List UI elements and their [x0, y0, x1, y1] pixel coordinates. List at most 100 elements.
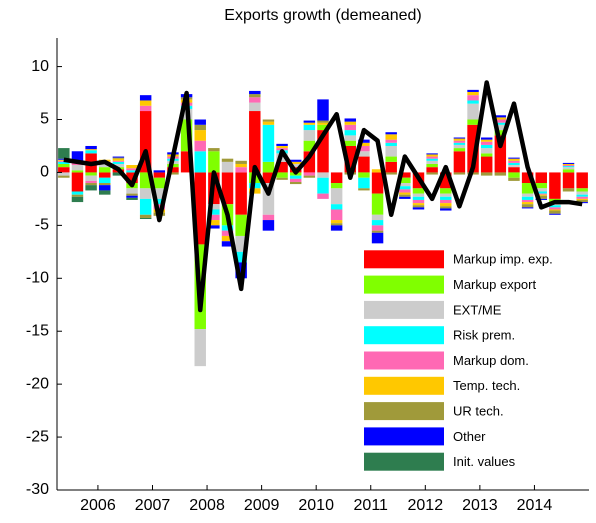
bar-segment [58, 175, 70, 178]
bar-segment [71, 194, 84, 197]
bar-segment [153, 198, 166, 205]
bar-segment [262, 119, 275, 122]
bar-segment [276, 145, 288, 149]
bar-segment [99, 172, 111, 178]
bar-segment [576, 194, 588, 197]
bar-segment [289, 181, 302, 185]
bar-segment [521, 196, 534, 200]
bar-segment [399, 172, 411, 178]
bar-segment [139, 198, 152, 215]
bar-segment [358, 142, 370, 146]
bar-segment [249, 90, 261, 95]
bar-segment [399, 183, 411, 187]
bar-segment [549, 207, 561, 210]
bar-segment [208, 220, 220, 226]
bar-segment [221, 225, 234, 231]
bar-segment [235, 235, 247, 252]
bar-segment [58, 163, 70, 168]
bar-segment [344, 121, 357, 125]
bar-segment [317, 177, 329, 194]
bar-segment [99, 163, 111, 168]
bar-segment [208, 225, 220, 229]
total-line [63, 80, 583, 313]
bar-segment [58, 172, 70, 176]
bar-segment [440, 172, 452, 189]
bar-segment [330, 225, 343, 231]
bar-segment [58, 148, 70, 159]
bar-segment [317, 122, 329, 125]
bar-segment [139, 214, 152, 218]
bar-segment [371, 220, 384, 226]
bar-segment [139, 100, 152, 106]
bar-segment [330, 188, 343, 205]
bar-segment [494, 130, 507, 136]
legend-swatch [364, 452, 444, 471]
bar-segment [576, 199, 588, 203]
bar-segment [317, 172, 329, 178]
bar-segment [194, 130, 206, 141]
bar-segment [535, 191, 547, 194]
bar-segment [549, 172, 561, 199]
bar-segment [235, 167, 247, 173]
legend-swatch [364, 250, 444, 269]
bar-segment [235, 214, 247, 236]
bar-segment [344, 135, 357, 141]
bar-segment [385, 132, 397, 135]
bar-segment [521, 202, 534, 205]
bar-segment [480, 139, 493, 142]
bar-segment [112, 172, 125, 176]
legend-swatch [364, 427, 444, 446]
bar-segment [139, 172, 152, 189]
bar-segment [58, 161, 70, 164]
bar-segment [249, 94, 261, 98]
bar-segment [317, 124, 329, 131]
bar-segment [303, 172, 316, 176]
bar-segment [453, 138, 466, 141]
bar-segment [303, 124, 316, 131]
bar-segment [426, 172, 438, 175]
bar-segment [426, 156, 438, 159]
bar-segment [371, 169, 384, 173]
bar-segment [208, 151, 220, 173]
legend-label: Other [453, 429, 486, 444]
bar-segment [139, 105, 152, 112]
bar-segment [562, 165, 575, 167]
bar-segment [194, 124, 206, 131]
chart-title: Exports growth (demeaned) [224, 7, 421, 24]
bar-segment [126, 197, 138, 200]
bar-segment [562, 167, 575, 170]
x-tick-label: 2007 [135, 497, 171, 514]
legend-label: UR tech. [453, 404, 504, 419]
bar-segment [440, 188, 452, 194]
bar-segment [494, 124, 507, 131]
bar-segment [85, 180, 97, 184]
bar-segment [71, 191, 84, 195]
bar-segment [440, 193, 452, 197]
y-tick-label: -25 [26, 428, 49, 445]
bar-segment [412, 196, 425, 200]
bar-segment [330, 172, 343, 184]
bar-segment [412, 188, 425, 194]
bar-segment [112, 156, 125, 158]
bar-segment [453, 144, 466, 149]
bar-segment [317, 130, 329, 173]
bar-segment [385, 172, 397, 175]
bar-segment [71, 172, 84, 192]
bar-segment [371, 232, 384, 244]
bar-segment [344, 145, 357, 173]
bar-segment [562, 188, 575, 192]
x-tick-label: 2009 [244, 497, 280, 514]
bar-segment [262, 161, 275, 173]
bar-segment [235, 172, 247, 215]
bar-segment [276, 172, 288, 178]
bar-segment [385, 161, 397, 173]
legend-label: Temp. tech. [453, 378, 520, 393]
bar-segment [549, 205, 561, 208]
bar-segment [262, 172, 275, 184]
bar-segment [412, 203, 425, 206]
legend-label: Init. values [453, 454, 516, 469]
bar-segment [358, 188, 370, 191]
bar-segment [249, 102, 261, 112]
bar-segment [344, 124, 357, 131]
bar-segment [521, 193, 534, 197]
